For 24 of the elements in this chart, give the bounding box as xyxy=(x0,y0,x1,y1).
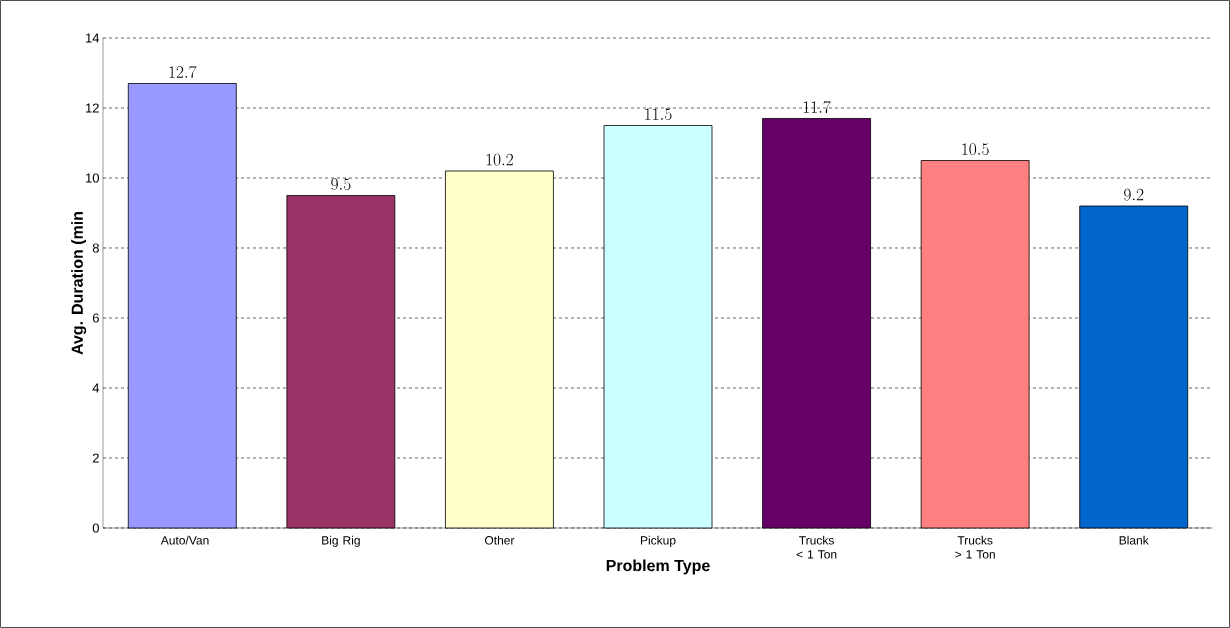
data-label: 9.5 xyxy=(331,178,351,191)
x-tick-label: Auto/Van xyxy=(160,535,209,545)
y-tick-label: 2 xyxy=(92,453,99,463)
y-tick-label: 12 xyxy=(86,103,99,113)
data-label: 12.7 xyxy=(169,66,197,79)
y-tick-label: 6 xyxy=(92,313,99,323)
y-tick-label: 4 xyxy=(92,383,100,393)
data-label: 11 .5 xyxy=(645,108,672,121)
x-tick-label: Other xyxy=(484,535,515,545)
data-label: 11 .7 xyxy=(803,101,831,114)
x-tick-label: Trucks < 1 Ton xyxy=(796,535,837,559)
data-label: 10.5 xyxy=(962,143,989,156)
x-tick-label: Blank xyxy=(1119,535,1149,545)
x-tick-label: Trucks > 1 Ton xyxy=(955,535,995,559)
y-axis-title: Avg. Duration (min xyxy=(71,211,87,355)
data-label: 10.2 xyxy=(486,153,513,166)
y-tick-label: 10 xyxy=(86,173,99,183)
x-axis-title: Problem Type xyxy=(606,559,710,575)
y-tick-label: 8 xyxy=(92,243,99,253)
x-tick-label: Big Rig xyxy=(322,535,360,547)
x-tick-label: Pickup xyxy=(640,535,676,547)
data-label: 9.2 xyxy=(1124,188,1144,201)
y-tick-label: 14 xyxy=(86,33,100,43)
y-tick-label: 0 xyxy=(92,523,99,533)
